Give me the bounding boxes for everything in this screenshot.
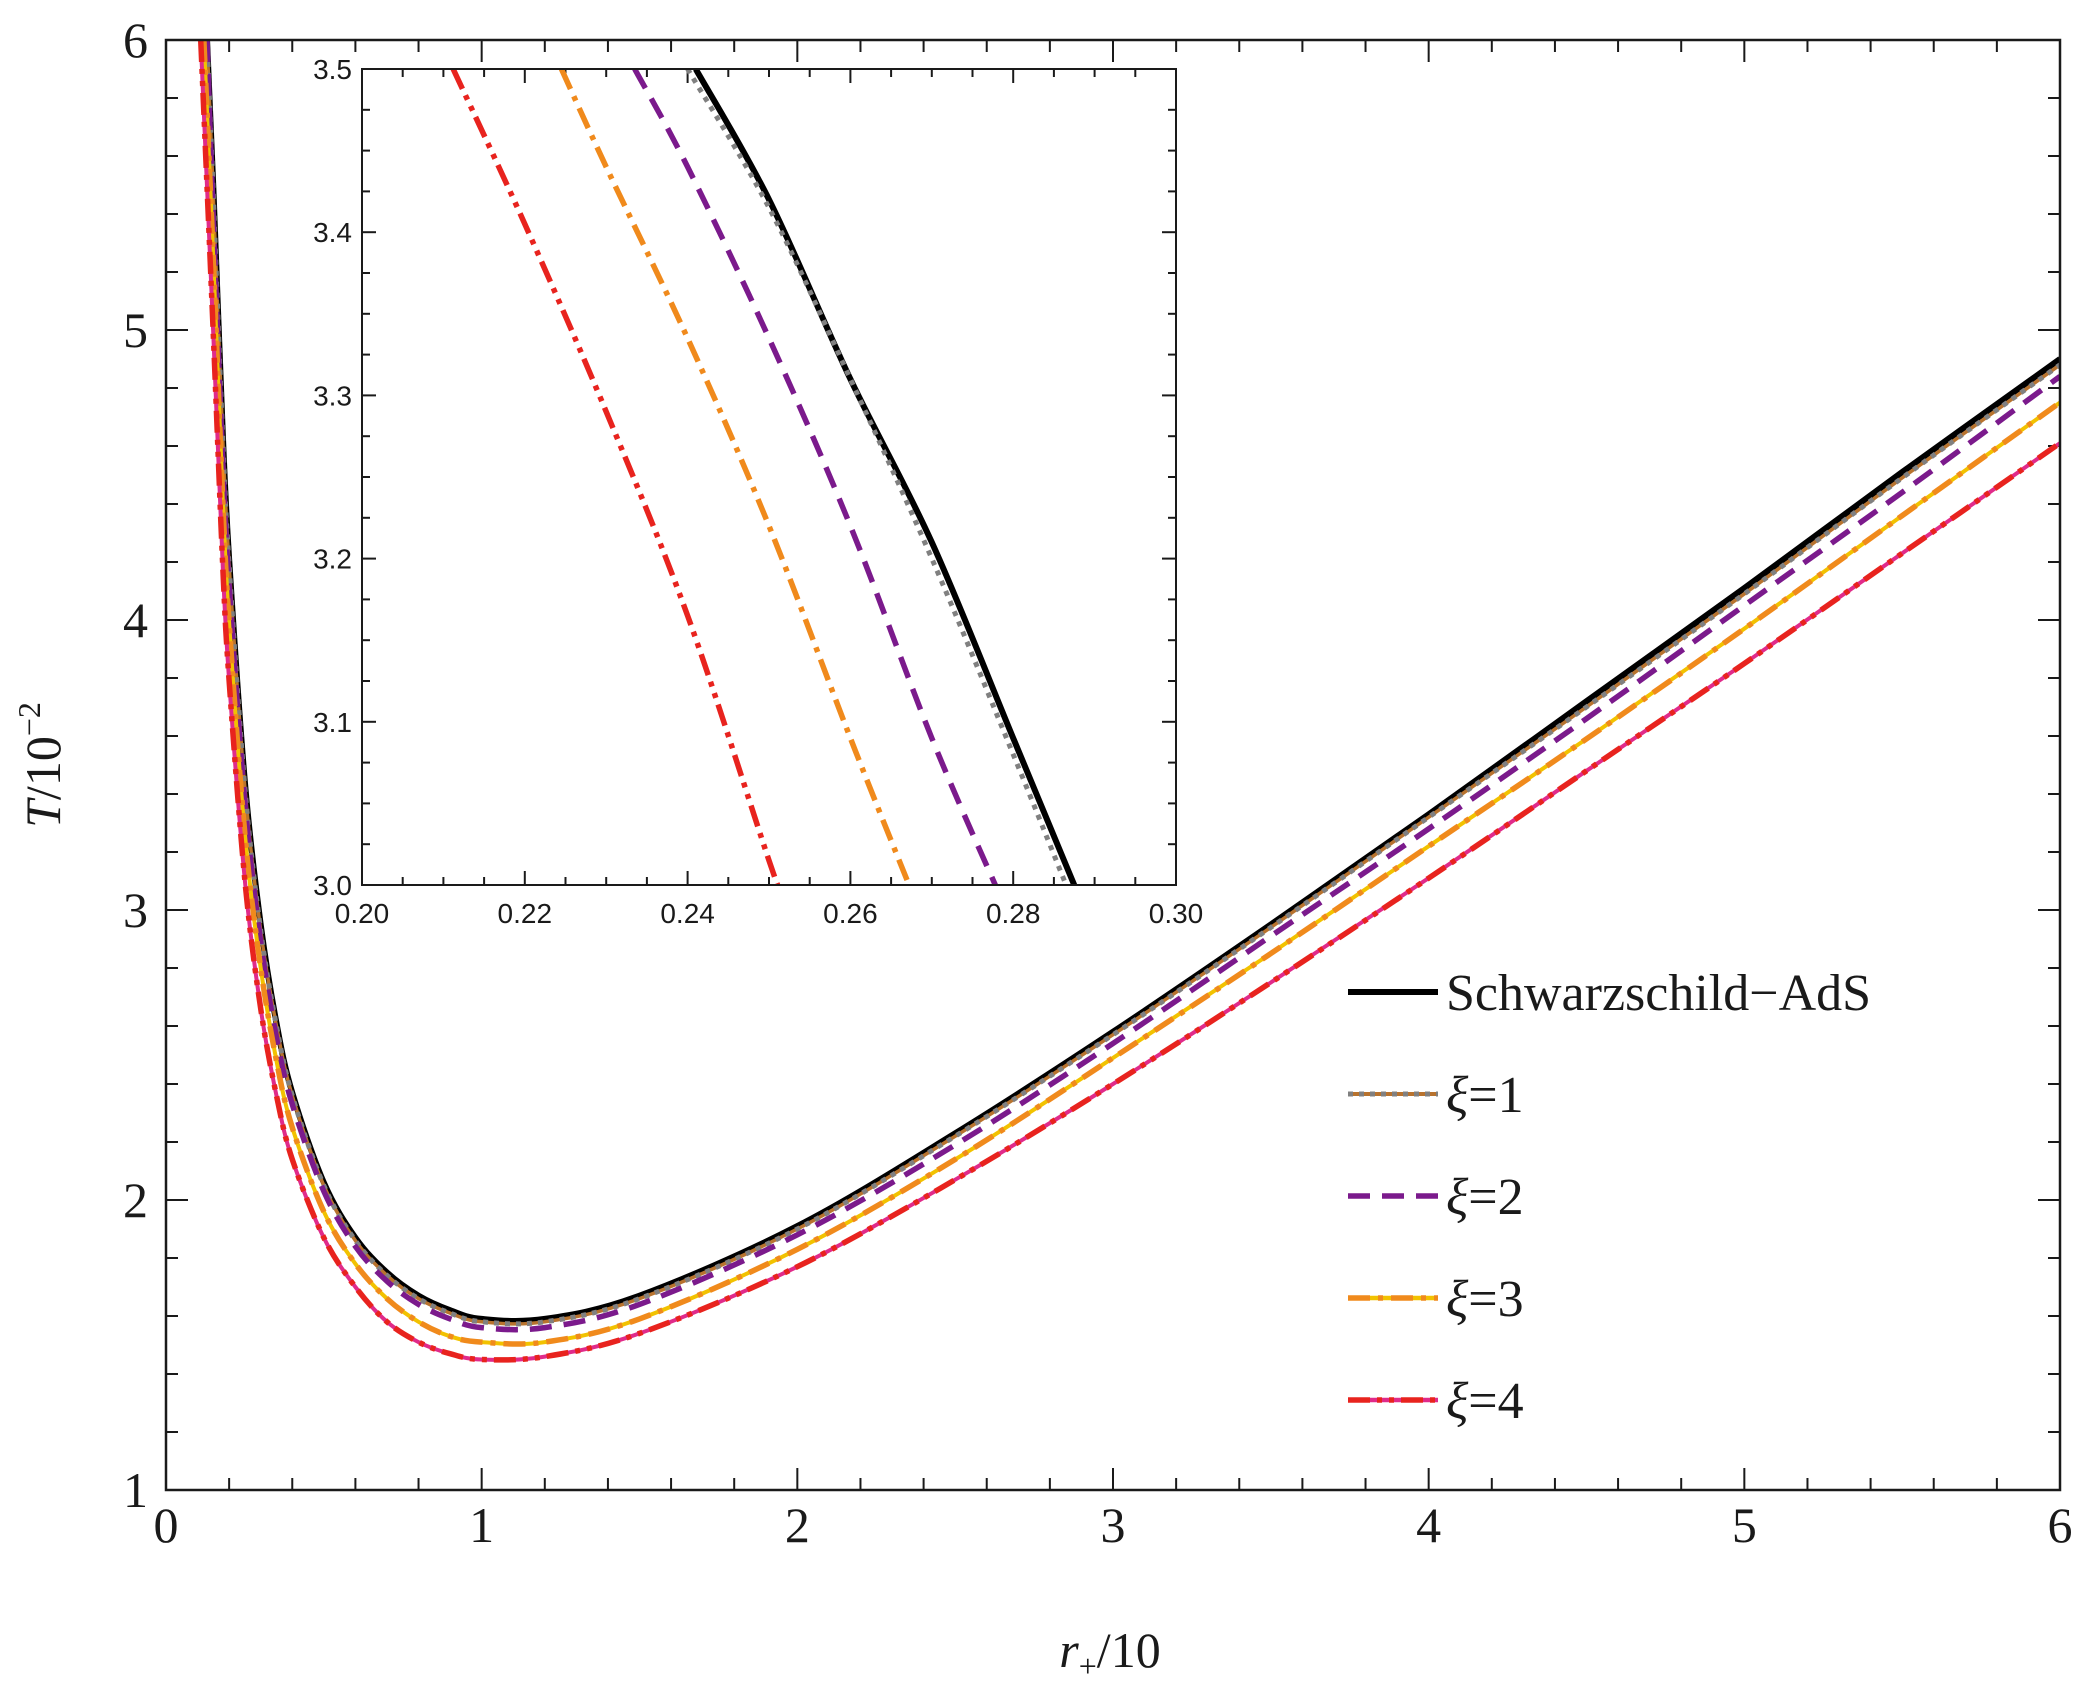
inset-series-1-line — [685, 69, 1069, 885]
legend-label-symbol: ξ — [1446, 1373, 1469, 1430]
x-tick-label: 0.30 — [1149, 898, 1204, 929]
x-tick-label: 0 — [154, 1497, 179, 1553]
legend-item-0: Schwarzschild−AdS — [1348, 965, 1871, 1022]
inset-series-2-line — [632, 69, 998, 885]
y-tick-label: 3.5 — [313, 54, 352, 85]
legend-label: ξ=1 — [1446, 1067, 1524, 1124]
y-tick-label: 3.3 — [313, 380, 352, 411]
y-tick-label: 5 — [123, 302, 148, 358]
y-tick-label: 3.0 — [313, 870, 352, 901]
legend-label-symbol: ξ — [1446, 1271, 1469, 1328]
y-tick-label: 1 — [123, 1462, 148, 1518]
x-tick-label: 0.26 — [823, 898, 878, 929]
x-axis-label-sub: + — [1079, 1648, 1097, 1683]
main-series-4-underlay — [198, 40, 2060, 1362]
x-axis-label-var: r — [1059, 1622, 1079, 1678]
inset-panel: 0.20 0.22 0.24 0.26 0.28 0.30 3.0 3.1 3.2 3.3 3.4 3… — [313, 54, 1203, 929]
legend-label-symbol: ξ — [1446, 1169, 1469, 1226]
inset-series-group — [450, 69, 1078, 885]
x-tick-label: 6 — [2048, 1497, 2073, 1553]
inset-series-0-line — [693, 69, 1078, 885]
legend-label: ξ=2 — [1446, 1169, 1524, 1226]
y-tick-label: 3.1 — [313, 707, 352, 738]
main-series-1-line — [204, 40, 2060, 1327]
legend-label-value: =3 — [1468, 1271, 1523, 1328]
x-tick-label: 2 — [785, 1497, 810, 1553]
legend-label-value: =2 — [1468, 1169, 1523, 1226]
main-series-2-line — [204, 40, 2060, 1333]
legend-item-1: ξ=1 — [1348, 1067, 1524, 1124]
legend-item-3: ξ=3 — [1348, 1271, 1524, 1328]
x-tick-label: 0.20 — [335, 898, 390, 929]
y-tick-label: 3.4 — [313, 217, 352, 248]
y-tick-label: 6 — [123, 12, 148, 68]
x-tick-label: 4 — [1416, 1497, 1441, 1553]
main-series-group — [197, 40, 2060, 1363]
x-tick-label: 5 — [1732, 1497, 1757, 1553]
legend-label-value: =4 — [1468, 1373, 1523, 1430]
inset-background — [362, 69, 1176, 885]
main-axis-ticks — [165, 39, 2061, 1491]
x-tick-label: 0.24 — [660, 898, 715, 929]
y-axis-label: T/10−2 — [11, 702, 71, 828]
x-axis-label: r+/10 — [1059, 1622, 1160, 1683]
y-axis-label-rest: /10 — [15, 736, 71, 800]
x-axis-label-rest: /10 — [1097, 1622, 1161, 1678]
y-tick-label: 4 — [123, 592, 148, 648]
inset-series-3-line — [558, 69, 912, 885]
main-plot-frame — [164, 38, 2062, 1492]
y-axis-label-exp: −2 — [11, 702, 47, 736]
y-tick-label: 2 — [123, 1172, 148, 1228]
legend-label-symbol: ξ — [1446, 1067, 1469, 1124]
legend-label: ξ=4 — [1446, 1373, 1524, 1430]
x-tick-label: 0.28 — [986, 898, 1041, 929]
inset-series-4-line — [450, 69, 782, 885]
x-tick-label: 1 — [469, 1497, 494, 1553]
y-tick-label: 3.2 — [313, 544, 352, 575]
inset-tick-labels: 0.20 0.22 0.24 0.26 0.28 0.30 3.0 3.1 3.2 3.3 3.4 3… — [313, 54, 1203, 929]
inset-frame — [361, 68, 1177, 886]
legend-item-4: ξ=4 — [1348, 1373, 1524, 1430]
legend-item-2: ξ=2 — [1348, 1169, 1524, 1226]
legend-label: Schwarzschild−AdS — [1446, 965, 1871, 1022]
legend-label-value: =1 — [1468, 1067, 1523, 1124]
y-tick-label: 3 — [123, 882, 148, 938]
main-series-3-line — [201, 40, 2060, 1347]
y-axis-label-var: T — [15, 797, 71, 828]
legend-label: ξ=3 — [1446, 1271, 1524, 1328]
x-tick-label: 0.22 — [498, 898, 553, 929]
x-tick-label: 3 — [1101, 1497, 1126, 1553]
